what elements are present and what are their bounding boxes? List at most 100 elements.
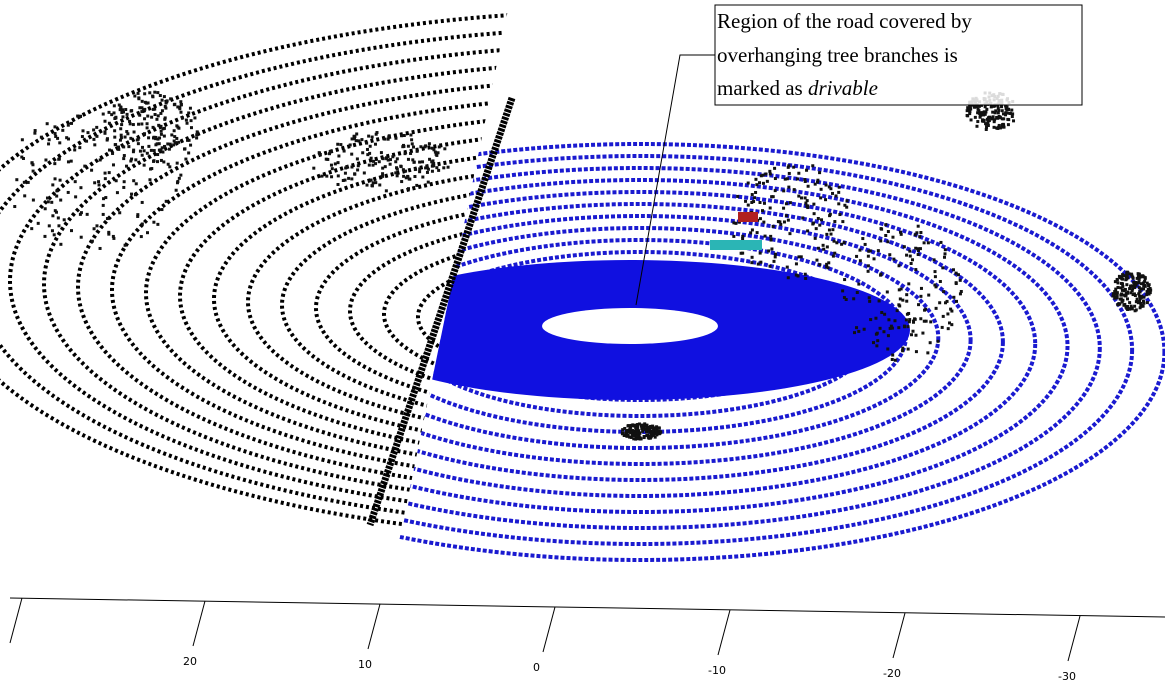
obstacle-point bbox=[61, 129, 64, 132]
obstacle-point bbox=[58, 141, 61, 144]
obstacle-point bbox=[736, 195, 739, 198]
obstacle-point bbox=[944, 252, 947, 255]
obstacle-point bbox=[1003, 126, 1006, 129]
obstacle-point bbox=[792, 166, 795, 169]
obstacle-point bbox=[1129, 285, 1132, 288]
obstacle-point bbox=[857, 330, 860, 333]
obstacle-point bbox=[997, 109, 1000, 112]
obstacle-point bbox=[769, 206, 772, 209]
obstacle-point bbox=[403, 134, 406, 137]
obstacle-point bbox=[169, 97, 172, 100]
obstacle-point bbox=[1011, 112, 1014, 115]
obstacle-point bbox=[119, 139, 122, 142]
obstacle-point bbox=[92, 128, 95, 131]
obstacle-point bbox=[656, 432, 659, 435]
obstacle-point bbox=[108, 171, 111, 174]
obstacle-point bbox=[119, 105, 122, 108]
obstacle-point bbox=[125, 130, 128, 133]
obstacle-point bbox=[797, 172, 800, 175]
obstacle-point bbox=[762, 174, 765, 177]
obstacle-point bbox=[410, 138, 413, 141]
obstacle-point bbox=[804, 202, 807, 205]
obstacle-point bbox=[349, 143, 352, 146]
obstacle-point bbox=[933, 283, 936, 286]
obstacle-point bbox=[1131, 307, 1134, 310]
obstacle-point bbox=[907, 325, 910, 328]
axis: 20100-10-20-30 bbox=[10, 598, 1165, 683]
obstacle-point bbox=[54, 135, 57, 138]
obstacle-point bbox=[807, 185, 810, 188]
obstacle-point bbox=[174, 141, 177, 144]
obstacle-point bbox=[34, 129, 37, 132]
obstacle-point bbox=[112, 235, 115, 238]
obstacle-point bbox=[152, 159, 155, 162]
obstacle-point bbox=[107, 233, 110, 236]
obstacle-point bbox=[396, 168, 399, 171]
obstacle-point bbox=[160, 133, 163, 136]
obstacle-point bbox=[93, 143, 96, 146]
obstacle-point bbox=[804, 196, 807, 199]
obstacle-point bbox=[55, 189, 58, 192]
obstacle-point bbox=[360, 138, 363, 141]
obstacle-point bbox=[879, 273, 882, 276]
obstacle-point bbox=[863, 328, 866, 331]
obstacle-point bbox=[1137, 272, 1140, 275]
obstacle-point bbox=[152, 221, 155, 224]
obstacle-point bbox=[375, 133, 378, 136]
obstacle-point bbox=[645, 430, 648, 433]
obstacle-point bbox=[868, 300, 871, 303]
obstacle-point bbox=[353, 173, 356, 176]
obstacle-point bbox=[336, 143, 339, 146]
obstacle-point bbox=[102, 204, 105, 207]
obstacle-point bbox=[919, 317, 922, 320]
obstacle-point bbox=[929, 320, 932, 323]
obstacle-point bbox=[907, 348, 910, 351]
obstacle-point bbox=[1137, 278, 1140, 281]
obstacle-point bbox=[985, 128, 988, 131]
obstacle-point bbox=[108, 122, 111, 125]
obstacle-point bbox=[122, 145, 125, 148]
obstacle-point bbox=[350, 153, 353, 156]
obstacle-point bbox=[134, 193, 137, 196]
obstacle-point bbox=[755, 183, 758, 186]
obstacle-point bbox=[140, 235, 143, 238]
obstacle-point bbox=[179, 100, 182, 103]
obstacle-point bbox=[944, 248, 947, 251]
obstacle-point bbox=[140, 106, 143, 109]
obstacle-point bbox=[53, 233, 56, 236]
obstacle-point bbox=[357, 139, 360, 142]
obstacle-point bbox=[826, 266, 829, 269]
obstacle-point bbox=[447, 166, 450, 169]
axis-tick bbox=[10, 598, 22, 643]
obstacle-point bbox=[130, 158, 133, 161]
obstacle-point bbox=[995, 126, 998, 129]
obstacle-point bbox=[803, 178, 806, 181]
obstacle-point bbox=[396, 174, 399, 177]
obstacle-point bbox=[37, 222, 40, 225]
obstacle-point bbox=[1001, 109, 1004, 112]
obstacle-point bbox=[770, 195, 773, 198]
obstacle-point bbox=[160, 208, 163, 211]
obstacle-point bbox=[124, 244, 127, 247]
obstacle-point bbox=[1116, 294, 1119, 297]
obstacle-point bbox=[110, 113, 113, 116]
obstacle-point bbox=[413, 175, 416, 178]
obstacle-point bbox=[757, 263, 760, 266]
obstacle-point bbox=[153, 91, 156, 94]
obstacle-point bbox=[753, 196, 756, 199]
obstacle-point bbox=[886, 290, 889, 293]
obstacle-point bbox=[369, 145, 372, 148]
obstacle-point bbox=[157, 114, 160, 117]
cyan-object bbox=[710, 240, 762, 250]
obstacle-point bbox=[409, 152, 412, 155]
obstacle-point bbox=[621, 432, 624, 435]
obstacle-point bbox=[156, 160, 159, 163]
obstacle-point bbox=[629, 428, 632, 431]
obstacle-point bbox=[783, 220, 786, 223]
obstacle-point bbox=[877, 249, 880, 252]
annotation-line: marked as drivable bbox=[717, 76, 878, 100]
obstacle-point bbox=[983, 119, 986, 122]
obstacle-point bbox=[326, 158, 329, 161]
obstacle-point bbox=[782, 207, 785, 210]
obstacle-point bbox=[408, 178, 411, 181]
